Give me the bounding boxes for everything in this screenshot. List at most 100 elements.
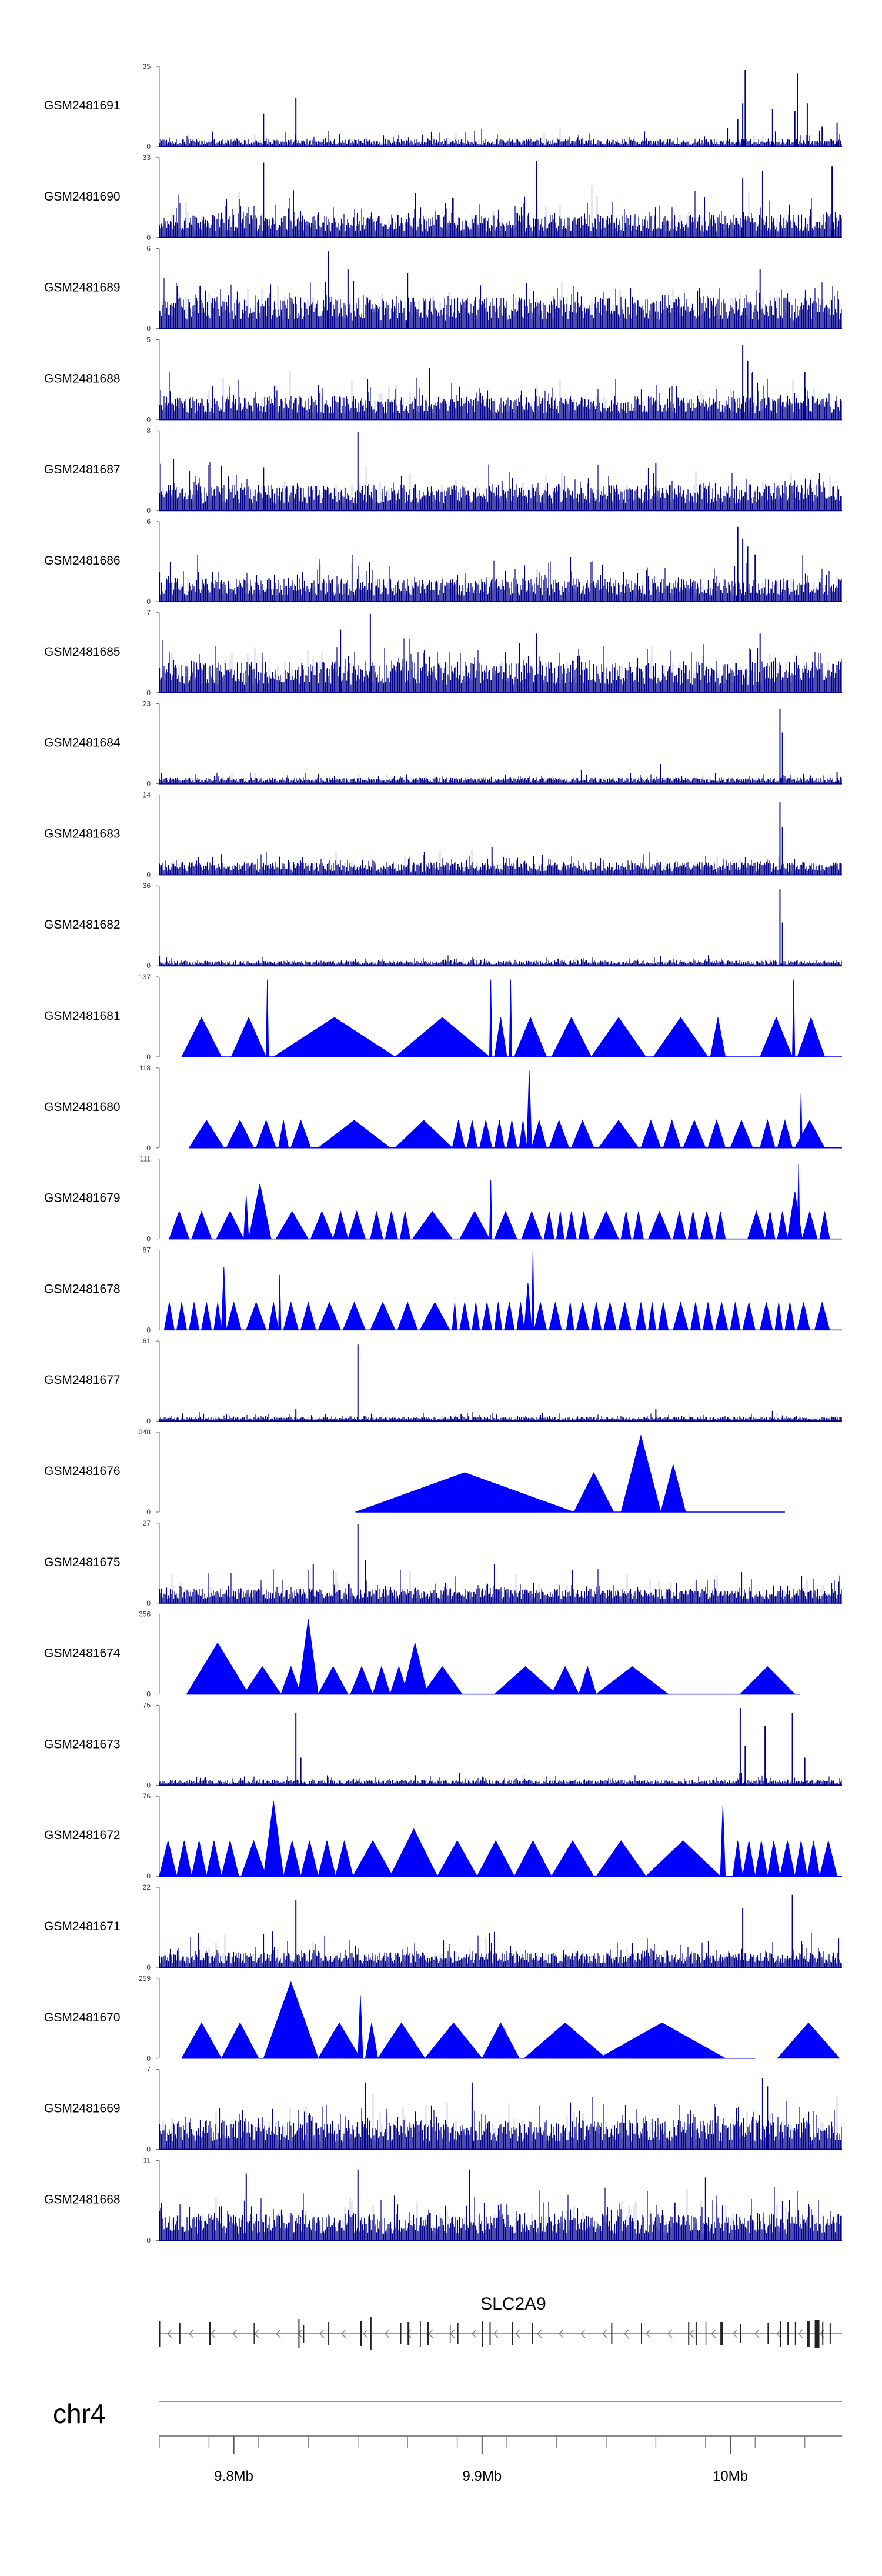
coverage-signal: [159, 555, 842, 602]
genome-axis: 9.8Mb 9.9Mb 10Mb: [159, 2435, 842, 2484]
coverage-peak: [715, 1302, 729, 1330]
y-zero-label: 0: [146, 1599, 151, 1607]
strand-arrow: [733, 2329, 738, 2338]
coverage-peak: [419, 1302, 450, 1330]
y-max-label: 35: [143, 62, 151, 71]
strand-arrow: [211, 2329, 216, 2338]
coverage-peak: [358, 1995, 363, 2059]
gene-exon: [822, 2322, 824, 2345]
track-GSM2481672: GSM2481672 76 0: [44, 1792, 842, 1880]
gene-exon: [407, 2322, 410, 2345]
y-zero-label: 0: [146, 1508, 151, 1516]
coverage-peak: [459, 1302, 470, 1330]
y-max-label: 75: [143, 1701, 151, 1709]
coverage-peak: [799, 1092, 803, 1149]
track-GSM2481687: GSM2481687 8 0: [44, 426, 842, 515]
gene-exon: [420, 2321, 421, 2347]
coverage-peak: [742, 1302, 756, 1330]
coverage-peak: [549, 1302, 562, 1330]
coverage-peak: [365, 2023, 379, 2059]
coverage-peak: [777, 1119, 793, 1149]
coverage-peak: [566, 1211, 577, 1240]
coverage-signal: [159, 638, 842, 693]
track-GSM2481684: GSM2481684 23 0: [44, 700, 842, 788]
coverage-peak: [494, 1210, 517, 1240]
strand-arrow: [189, 2329, 194, 2338]
coverage-peak: [318, 1666, 349, 1695]
y-max-label: 7: [146, 609, 151, 617]
coverage-peak: [764, 1211, 776, 1240]
coverage-peak: [226, 1119, 255, 1149]
coverage-peak: [566, 1302, 574, 1330]
track-label: GSM2481672: [44, 1828, 121, 1842]
coverage-peak: [521, 1210, 542, 1240]
coverage-peak: [452, 1302, 458, 1330]
track-label: GSM2481690: [44, 190, 121, 203]
y-zero-label: 0: [146, 325, 151, 333]
y-zero-label: 0: [146, 1781, 151, 1789]
coverage-peak: [300, 1301, 316, 1330]
coverage-signal: [159, 770, 842, 784]
coverage-peak: [189, 1302, 200, 1330]
coverage-peak: [352, 1840, 393, 1877]
coverage-peak: [263, 1801, 284, 1877]
track-label: GSM2481682: [44, 918, 121, 932]
coverage-peak: [807, 1840, 820, 1877]
strand-arrow: [232, 2329, 238, 2338]
coverage-peak: [504, 1302, 515, 1330]
coverage-peak: [278, 1120, 289, 1149]
coverage-peak: [482, 2022, 520, 2059]
coverage-peak: [794, 1119, 826, 1149]
coverage-peak: [760, 1302, 773, 1330]
gene-exon: [794, 2322, 796, 2345]
y-max-label: 14: [143, 790, 151, 799]
track-label: GSM2481691: [44, 99, 121, 112]
coverage-peak: [248, 1183, 272, 1240]
coverage-peak: [181, 1016, 222, 1057]
y-max-label: 5: [146, 335, 151, 343]
coverage-peak: [590, 1302, 602, 1330]
coverage-peak: [819, 1211, 830, 1240]
coverage-peak: [777, 1211, 788, 1240]
coverage-peak: [506, 1120, 517, 1149]
y-max-label: 23: [143, 700, 151, 708]
coverage-peak: [332, 1210, 349, 1240]
coverage-peak: [720, 1805, 726, 1877]
coverage-peak: [494, 1120, 505, 1149]
gene-exon: [209, 2322, 211, 2345]
track-label: GSM2481670: [44, 2011, 121, 2024]
coverage-peak: [777, 2022, 840, 2059]
coverage-peak: [597, 2022, 727, 2059]
y-zero-label: 0: [146, 598, 151, 606]
coverage-peak: [176, 1302, 188, 1330]
gene-exon: [814, 2320, 820, 2348]
coverage-peak: [633, 1211, 644, 1240]
coverage-peak: [533, 1302, 547, 1330]
track-GSM2481683: GSM2481683 14 0: [44, 790, 842, 879]
coverage-peak: [412, 1210, 453, 1240]
gene-exon: [489, 2322, 491, 2345]
coverage-peak: [280, 1666, 302, 1695]
track-GSM2481671: GSM2481671 22 0: [44, 1883, 842, 1971]
coverage-peak: [779, 1840, 796, 1877]
track-label: GSM2481685: [44, 645, 121, 659]
strand-arrow: [515, 2329, 520, 2338]
strand-arrow: [711, 2329, 716, 2338]
y-zero-label: 0: [146, 1235, 151, 1243]
track-GSM2481675: GSM2481675 27 0: [44, 1519, 842, 1607]
track-label: GSM2481686: [44, 554, 121, 568]
track-GSM2481685: GSM2481685 7 0: [44, 609, 842, 697]
track-label: GSM2481669: [44, 2102, 121, 2115]
y-max-label: 61: [143, 1337, 151, 1345]
y-max-label: 87: [143, 1246, 151, 1254]
coverage-signal: [159, 128, 842, 146]
coverage-peak: [436, 1840, 478, 1877]
coverage-peak: [424, 2022, 483, 2059]
coverage-signal: [159, 2094, 842, 2150]
coverage-peak: [163, 1302, 175, 1330]
gene-exon: [532, 2323, 533, 2344]
coverage-peak: [246, 1302, 267, 1330]
track-GSM2481674: GSM2481674 356 0: [44, 1610, 800, 1699]
track-label: GSM2481688: [44, 372, 121, 385]
